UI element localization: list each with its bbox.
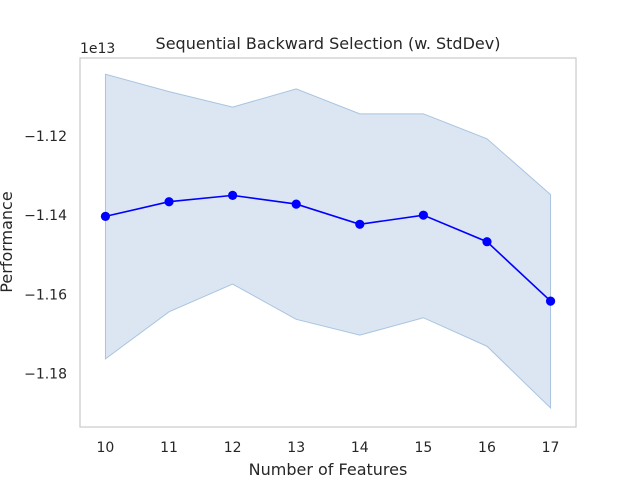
std-band bbox=[104, 73, 552, 410]
y-axis-label: Performance bbox=[0, 191, 16, 292]
data-point bbox=[228, 190, 238, 200]
data-point bbox=[418, 210, 428, 220]
y-tick-label: −1.14 bbox=[24, 208, 67, 224]
data-point bbox=[164, 197, 174, 207]
x-tick-label: 10 bbox=[97, 440, 115, 456]
std-band-layer bbox=[104, 73, 552, 410]
series-line-layer bbox=[105, 194, 552, 302]
x-tick-label: 17 bbox=[542, 440, 560, 456]
data-point bbox=[100, 211, 111, 221]
series-line bbox=[105, 194, 552, 302]
y-tick-label: −1.12 bbox=[24, 129, 67, 145]
x-tick-label: 11 bbox=[160, 440, 178, 456]
x-tick-label: 12 bbox=[224, 440, 242, 456]
x-tick-label: 13 bbox=[287, 440, 305, 456]
x-tick-label: 15 bbox=[414, 440, 432, 456]
series-points-layer bbox=[100, 190, 556, 306]
x-axis-label: Number of Features bbox=[249, 460, 408, 479]
y-tick-label: −1.18 bbox=[24, 367, 67, 383]
x-tick-labels: 10 11 12 13 14 15 16 17 bbox=[97, 440, 560, 456]
data-point bbox=[355, 219, 365, 229]
data-point bbox=[291, 199, 301, 209]
x-tick-label: 14 bbox=[351, 440, 369, 456]
data-point bbox=[545, 296, 556, 306]
y-tick-labels: −1.18 −1.16 −1.14 −1.12 bbox=[24, 129, 67, 383]
plot-frame bbox=[79, 57, 577, 428]
x-tick-label: 16 bbox=[478, 440, 496, 456]
data-point bbox=[482, 237, 492, 247]
y-offset-label: 1e13 bbox=[80, 41, 115, 57]
chart-title: Sequential Backward Selection (w. StdDev… bbox=[156, 34, 501, 53]
y-tick-label: −1.16 bbox=[24, 287, 67, 303]
